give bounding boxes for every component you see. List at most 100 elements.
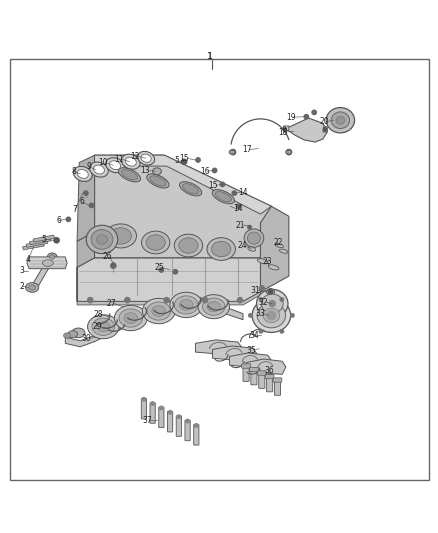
Ellipse shape xyxy=(86,225,118,254)
Polygon shape xyxy=(26,240,48,247)
Text: 32: 32 xyxy=(258,298,268,307)
Ellipse shape xyxy=(110,161,120,169)
Circle shape xyxy=(259,329,263,333)
Ellipse shape xyxy=(146,235,165,250)
Circle shape xyxy=(84,191,88,195)
FancyBboxPatch shape xyxy=(167,411,173,432)
Ellipse shape xyxy=(267,288,275,295)
Text: 6: 6 xyxy=(80,197,85,206)
Ellipse shape xyxy=(247,232,261,244)
Ellipse shape xyxy=(90,162,108,177)
Polygon shape xyxy=(95,155,272,258)
Circle shape xyxy=(269,301,276,306)
Circle shape xyxy=(283,127,286,131)
Polygon shape xyxy=(22,243,44,250)
Circle shape xyxy=(159,268,163,272)
Polygon shape xyxy=(77,231,95,302)
Circle shape xyxy=(280,298,284,301)
Ellipse shape xyxy=(212,190,234,204)
Text: 7: 7 xyxy=(72,205,77,214)
Text: 35: 35 xyxy=(246,346,256,355)
Ellipse shape xyxy=(248,247,256,251)
Ellipse shape xyxy=(47,253,57,261)
Text: 17: 17 xyxy=(242,145,252,154)
Ellipse shape xyxy=(207,238,235,261)
Text: 14: 14 xyxy=(233,204,243,213)
Ellipse shape xyxy=(261,294,283,313)
Ellipse shape xyxy=(110,228,131,244)
Circle shape xyxy=(230,149,236,155)
Text: 12: 12 xyxy=(130,151,140,160)
Polygon shape xyxy=(95,155,272,214)
Ellipse shape xyxy=(198,295,230,319)
Ellipse shape xyxy=(125,157,136,166)
Ellipse shape xyxy=(141,154,151,163)
Ellipse shape xyxy=(72,328,85,338)
Ellipse shape xyxy=(152,306,166,317)
FancyBboxPatch shape xyxy=(159,407,164,427)
Text: 34: 34 xyxy=(249,331,259,340)
Ellipse shape xyxy=(68,330,78,338)
Ellipse shape xyxy=(138,151,155,165)
Circle shape xyxy=(54,238,59,243)
Text: 28: 28 xyxy=(94,310,103,319)
Text: 1: 1 xyxy=(207,52,212,61)
FancyBboxPatch shape xyxy=(259,374,265,389)
Ellipse shape xyxy=(207,302,220,312)
Polygon shape xyxy=(33,235,55,242)
Ellipse shape xyxy=(174,296,198,314)
Polygon shape xyxy=(243,206,289,292)
Polygon shape xyxy=(29,254,57,289)
Circle shape xyxy=(259,298,263,301)
Text: 25: 25 xyxy=(155,263,164,272)
Text: 31: 31 xyxy=(251,286,261,295)
Text: 23: 23 xyxy=(263,257,272,266)
Circle shape xyxy=(168,410,172,414)
Circle shape xyxy=(125,297,130,303)
Ellipse shape xyxy=(258,259,268,264)
Text: 22: 22 xyxy=(274,238,283,247)
Circle shape xyxy=(237,297,243,303)
Ellipse shape xyxy=(114,305,147,330)
Ellipse shape xyxy=(105,224,137,248)
Ellipse shape xyxy=(202,298,225,316)
Circle shape xyxy=(111,263,116,268)
Circle shape xyxy=(164,297,169,303)
Ellipse shape xyxy=(268,265,279,270)
Text: 16: 16 xyxy=(200,167,209,176)
Ellipse shape xyxy=(279,249,288,253)
Ellipse shape xyxy=(28,285,35,290)
Text: 5: 5 xyxy=(174,156,179,165)
Ellipse shape xyxy=(252,298,290,333)
Ellipse shape xyxy=(244,229,264,247)
Text: 15: 15 xyxy=(180,154,189,163)
Ellipse shape xyxy=(286,150,292,154)
FancyBboxPatch shape xyxy=(258,371,266,375)
Polygon shape xyxy=(288,118,327,142)
Circle shape xyxy=(286,149,291,155)
Circle shape xyxy=(268,289,273,294)
FancyBboxPatch shape xyxy=(250,367,258,372)
Ellipse shape xyxy=(124,313,138,324)
Polygon shape xyxy=(246,359,286,374)
Circle shape xyxy=(259,286,265,291)
Text: 11: 11 xyxy=(114,155,124,164)
FancyBboxPatch shape xyxy=(251,370,257,385)
Circle shape xyxy=(186,419,189,423)
FancyBboxPatch shape xyxy=(150,403,155,423)
Ellipse shape xyxy=(180,300,193,310)
Text: 14: 14 xyxy=(239,188,248,197)
Ellipse shape xyxy=(92,318,115,335)
Ellipse shape xyxy=(121,154,140,169)
Circle shape xyxy=(304,115,308,119)
Circle shape xyxy=(159,406,163,410)
Ellipse shape xyxy=(88,315,119,339)
FancyBboxPatch shape xyxy=(185,420,190,441)
Polygon shape xyxy=(27,257,67,269)
Circle shape xyxy=(267,311,276,320)
Ellipse shape xyxy=(49,255,55,259)
Ellipse shape xyxy=(336,116,345,124)
Circle shape xyxy=(220,182,225,187)
Circle shape xyxy=(88,297,93,303)
Text: 10: 10 xyxy=(98,158,108,167)
